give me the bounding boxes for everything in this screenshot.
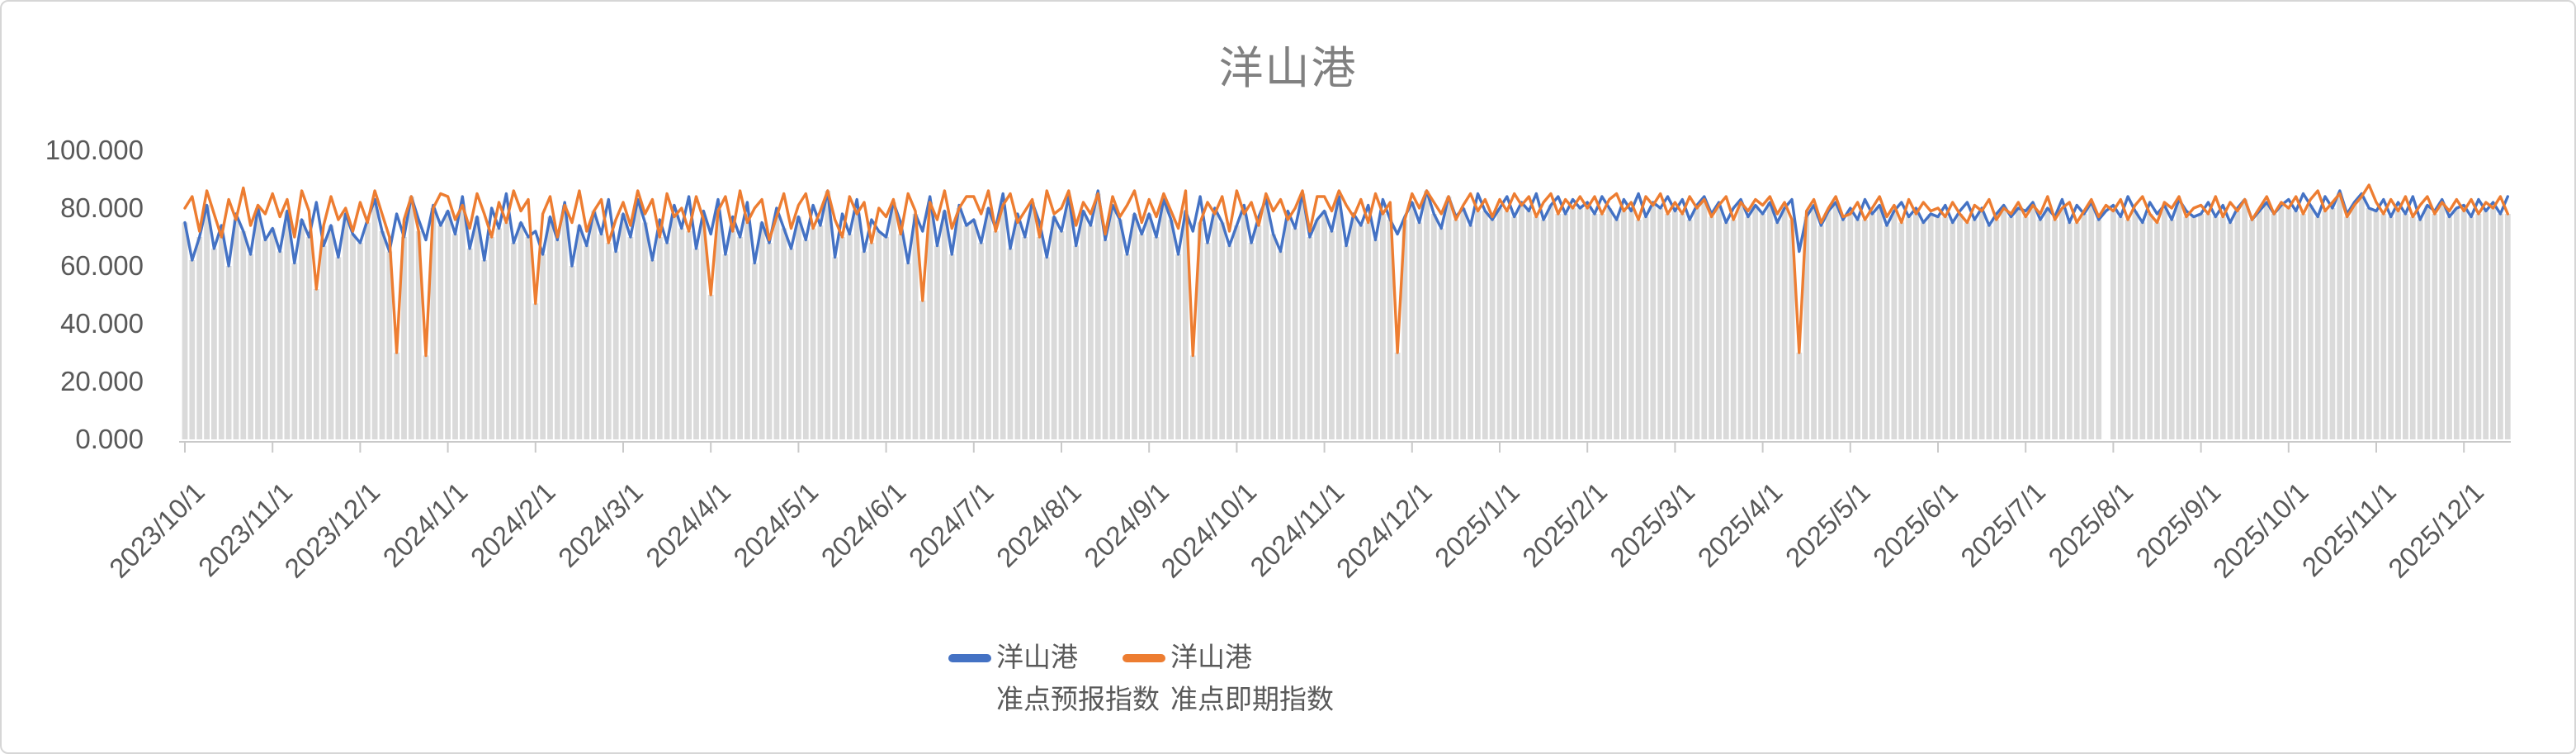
x-axis	[179, 441, 2511, 453]
series-forecast-line	[183, 189, 2510, 268]
x-tick-label: 2023/10/1	[103, 477, 210, 584]
x-tick-label: 2025/8/1	[2042, 477, 2139, 573]
y-tick-label: 20.000	[60, 366, 144, 396]
x-tick-label: 2024/12/1	[1331, 477, 1438, 584]
x-tick-label: 2025/2/1	[1516, 477, 1613, 573]
x-tick-label: 2024/4/1	[640, 477, 736, 573]
x-tick-label: 2025/7/1	[1954, 477, 2051, 573]
x-tick-label: 2024/6/1	[815, 477, 912, 573]
x-tick-label: 2025/3/1	[1604, 477, 1700, 573]
y-tick-label: 60.000	[60, 250, 144, 281]
y-tick-labels: 0.000 20.000 40.000 60.000 80.000 100.000	[45, 135, 144, 454]
y-tick-label: 40.000	[60, 308, 144, 339]
x-tick-label: 2025/5/1	[1780, 477, 1876, 573]
x-tick-label: 2024/10/1	[1155, 477, 1262, 584]
x-tick-label: 2024/2/1	[465, 477, 561, 573]
x-tick-labels: 2023/10/12023/11/12023/12/12024/1/12024/…	[103, 477, 2489, 584]
y-tick-label: 80.000	[60, 192, 144, 223]
x-tick-label: 2025/6/1	[1867, 477, 1964, 573]
y-tick-label: 100.000	[45, 135, 144, 165]
x-tick-label: 2024/5/1	[727, 477, 824, 573]
x-tick-label: 2025/10/1	[2207, 477, 2314, 584]
x-tick-label: 2025/12/1	[2382, 477, 2489, 584]
x-tick-label: 2025/4/1	[1692, 477, 1789, 573]
x-tick-label: 2024/3/1	[552, 477, 649, 573]
y-tick-label: 0.000	[75, 424, 144, 454]
x-tick-label: 2023/12/1	[278, 477, 385, 584]
x-tick-label: 2024/7/1	[903, 477, 1000, 573]
x-tick-label: 2024/1/1	[377, 477, 474, 573]
background-bars	[182, 191, 2511, 439]
series-spot-line	[183, 183, 2510, 358]
x-tick-label: 2025/1/1	[1429, 477, 1525, 573]
chart-title: 洋山港	[1218, 44, 1358, 93]
x-tick-label: 2024/8/1	[990, 477, 1087, 573]
